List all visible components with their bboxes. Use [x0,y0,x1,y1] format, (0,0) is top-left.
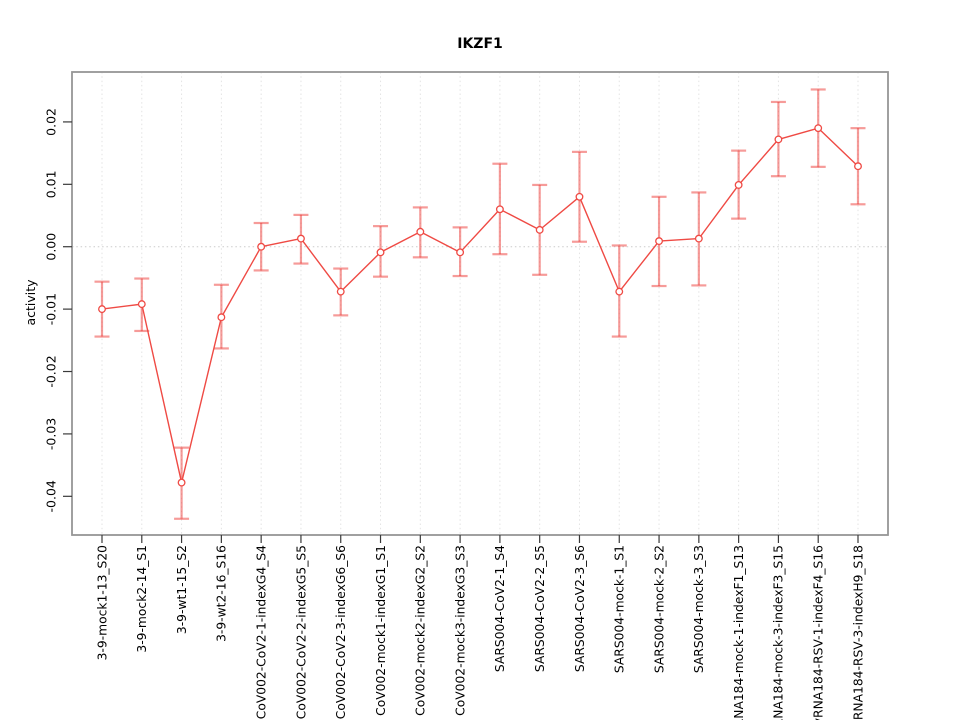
x-tick-label: SARS004-mock-1_S1 [613,545,627,673]
x-tick-label: svRNA184-RSV-1-indexF4_S16 [812,545,826,720]
y-tick-label: -0.01 [43,293,58,325]
data-point [336,287,345,296]
x-tick-label: SARS004-CoV2-1_S4 [493,545,507,672]
y-tick-label: 0.02 [43,108,58,136]
data-point [774,135,783,144]
x-tick-label: 3-9-mock2-14_S1 [135,545,149,653]
x-tick-label: CoV002-CoV2-1-indexG4_S4 [254,545,268,719]
data-point [615,287,624,296]
x-tick-label: SARS004-mock-3_S3 [692,545,706,673]
y-tick-label: 0.01 [43,170,58,198]
data-point [535,225,544,234]
chart-title: IKZF1 [457,36,503,52]
data-point [296,234,305,243]
data-point [575,192,584,201]
y-tick-label: -0.02 [43,355,58,387]
x-tick-label: CoV002-mock2-indexG2_S2 [414,545,428,716]
x-tick-label: SARS004-CoV2-3_S6 [573,545,587,672]
data-point [655,237,664,246]
data-point [734,180,743,189]
x-tick-label: CoV002-mock1-indexG1_S1 [374,545,388,716]
data-point [495,205,504,214]
data-point [854,162,862,171]
x-tick-label: svRNA184-RSV-3-indexH9_S18 [851,545,865,720]
data-point [694,234,703,243]
y-tick-label: -0.03 [43,418,58,450]
data-point [177,478,186,487]
y-tick-label: -0.04 [43,480,58,512]
data-point [456,248,465,257]
data-point [98,305,106,314]
data-point [217,313,226,322]
data-point [814,124,823,133]
data-point [416,227,425,236]
x-tick-label: SARS004-mock-2_S2 [652,545,666,673]
x-tick-label: CoV002-mock3-indexG3_S3 [453,545,467,716]
data-point [376,248,385,257]
data-point [137,300,146,309]
series-line [101,127,859,484]
x-tick-label: CoV002-CoV2-3-indexG6_S6 [334,545,348,719]
plot-box [71,71,889,536]
x-tick-label: SARS004-CoV2-2_S5 [533,545,547,672]
y-tick-label: 0.00 [43,233,58,261]
x-tick-label: 3-9-wt1-15_S2 [175,545,189,634]
x-tick-label: svRNA184-mock-1-indexF1_S13 [732,545,746,720]
x-tick-label: svRNA184-mock-3-indexF3_S15 [772,545,786,720]
x-tick-label: 3-9-mock1-13_S20 [95,545,109,660]
x-tick-label: 3-9-wt2-16_S16 [215,545,229,642]
y-axis-label: activity [23,279,38,326]
data-point [257,242,266,251]
x-tick-label: CoV002-CoV2-2-indexG5_S5 [294,545,308,719]
